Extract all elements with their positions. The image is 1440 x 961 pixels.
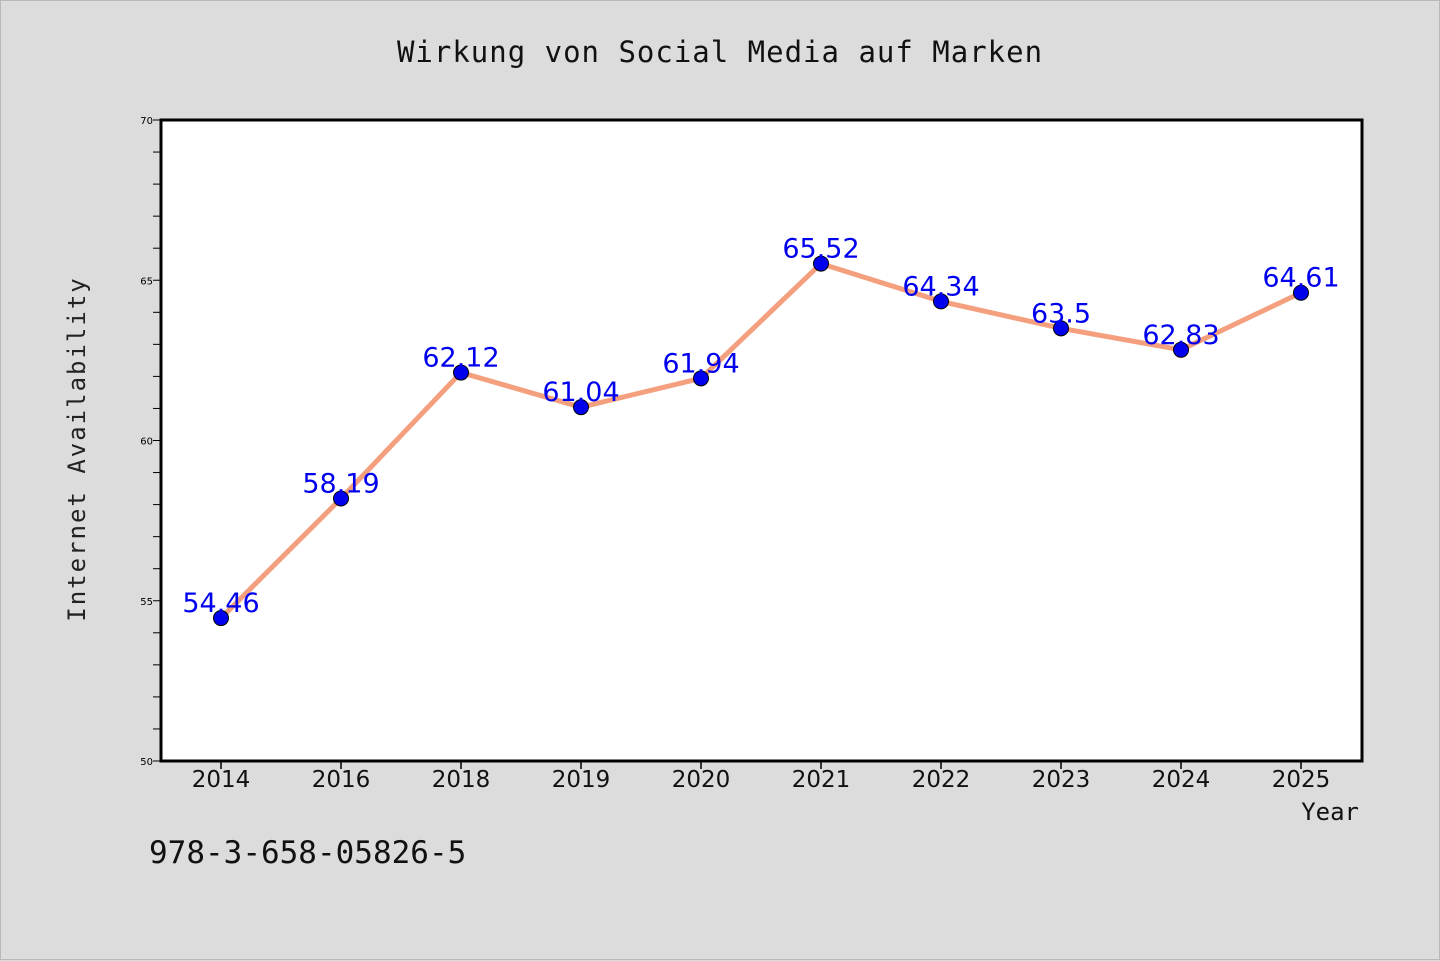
data-point-marker	[573, 399, 589, 416]
data-label: 65.52	[782, 234, 859, 265]
y-tick-label: 65	[140, 276, 153, 287]
data-label: 64.34	[902, 271, 979, 302]
x-tick-label: 2020	[672, 767, 731, 793]
data-point-marker	[1293, 284, 1309, 301]
data-point-marker	[1053, 320, 1069, 337]
y-tick-label: 50	[140, 757, 153, 768]
isbn-text: 978-3-658-05826-5	[149, 835, 467, 871]
data-point-marker	[333, 490, 349, 507]
data-label: 64.61	[1262, 263, 1339, 294]
plot-area	[159, 118, 1364, 763]
x-tick-label: 2018	[432, 767, 491, 793]
x-tick-label: 2024	[1152, 767, 1211, 793]
y-tick-label: 70	[140, 116, 153, 127]
data-label: 62.83	[1142, 320, 1219, 351]
y-tick-label: 60	[140, 437, 153, 448]
data-point-marker	[453, 364, 469, 381]
data-label: 62.12	[422, 343, 499, 374]
chart-title: Wirkung von Social Media auf Marken	[396, 35, 1044, 69]
series-line	[218, 261, 1304, 621]
x-tick-label: 2014	[192, 767, 251, 793]
data-label: 54.46	[182, 588, 259, 619]
x-tick-label: 2019	[552, 767, 611, 793]
data-point-marker	[213, 610, 229, 627]
data-label: 61.94	[662, 348, 739, 379]
x-tick-label: 2016	[312, 767, 371, 793]
x-tick-label: 2025	[1272, 767, 1331, 793]
x-axis-label: Year	[1301, 798, 1359, 826]
y-tick-label: 55	[140, 597, 153, 608]
data-label: 63.5	[1031, 298, 1091, 329]
x-tick-label: 2022	[912, 767, 971, 793]
data-point-marker	[1173, 341, 1189, 358]
data-label: 58.19	[302, 469, 379, 500]
data-point-marker	[693, 370, 709, 387]
x-tick-label: 2021	[792, 767, 851, 793]
data-point-marker	[813, 255, 829, 272]
data-label: 61.04	[542, 377, 619, 408]
x-tick-label: 2023	[1032, 767, 1091, 793]
data-point-marker	[933, 293, 949, 310]
